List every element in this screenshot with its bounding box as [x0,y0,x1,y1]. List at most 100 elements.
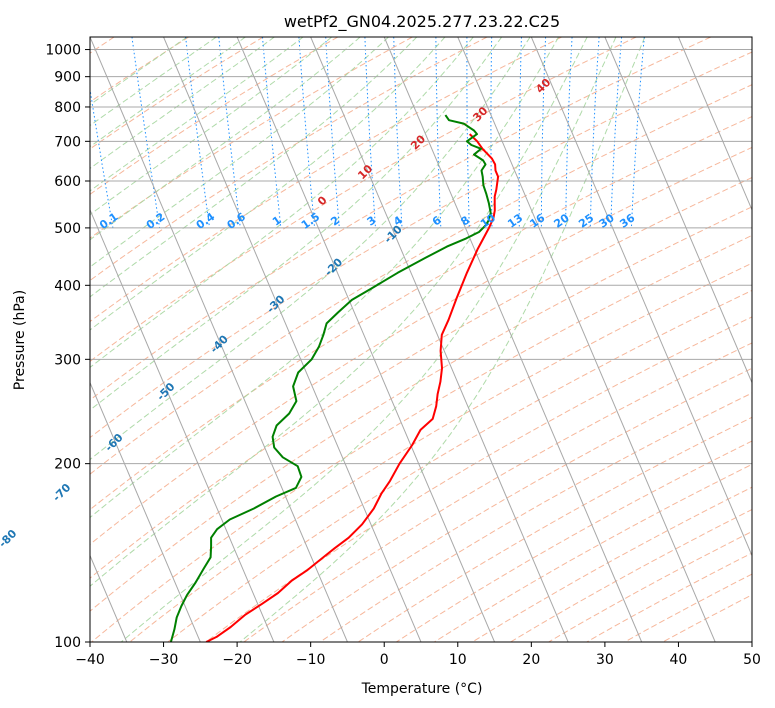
moist-adiabat-line [90,37,531,461]
y-tick-label: 800 [54,100,81,116]
dry-adiabat-line [90,51,752,439]
dry-adiabat-line [90,37,712,401]
moist-adiabat-line [90,37,246,148]
dry-adiabat-line [205,316,752,642]
isotherm-line [457,37,716,642]
mixing-ratio-line [518,37,522,228]
dry-adiabat-line [357,416,752,642]
temperature-line [205,133,500,642]
grid-lines [90,37,752,642]
dry-adiabat-label: -80 [0,527,20,550]
mixing-ratio-line [218,37,241,228]
x-tick-label: 30 [596,652,614,668]
dry-adiabat-line [586,552,752,642]
isotherm-line [604,37,752,384]
dry-adiabat-line [91,234,752,642]
isotherm-line [383,37,643,642]
y-tick-label: 400 [54,278,81,294]
isotherm-line [236,37,496,642]
mixing-ratio-label: 3 [365,214,379,229]
mixing-ratio-line [490,37,493,228]
dry-adiabat-line [90,206,752,612]
dewpoint-line [169,114,492,642]
moist-adiabat-line [239,37,646,642]
isotherm-line [90,37,348,642]
mixing-ratio-line [435,37,442,228]
mixing-ratio-line [565,37,573,228]
x-tick-label: −20 [222,652,252,668]
x-tick-label: −40 [75,652,105,668]
dry-adiabat-line [472,486,752,642]
x-tick-label: 50 [743,652,761,668]
dry-adiabat-line [396,440,752,642]
isotherm-line [310,37,569,642]
y-tick-label: 100 [54,635,81,651]
x-axis: −40 −30 −20 −10 0 10 20 30 40 50 [75,642,761,668]
dry-adiabat-line [434,463,752,642]
moist-adiabat-line [90,37,560,519]
x-axis-label: Temperature (°C) [361,681,483,697]
dry-adiabat-label: -70 [50,481,73,504]
moist-adiabat-line [90,37,446,331]
dry-adiabat-line [90,37,339,195]
dry-adiabat-line [662,594,752,642]
moist-adiabat-line [90,37,333,216]
dry-adiabat-line [319,392,752,642]
moist-adiabat-line [90,37,361,241]
mixing-ratio-line [262,37,282,228]
dry-adiabat-line [510,508,752,642]
moist-adiabat-label: 20 [408,132,428,152]
background-lines [90,37,752,642]
moist-adiabat-line [90,37,588,587]
mixing-ratio-line [610,37,623,228]
moist-adiabat-line [120,37,617,642]
moist-adiabat-line [90,37,474,369]
y-tick-label: 700 [54,134,81,150]
isotherm-line [90,381,201,642]
dry-adiabat-line [167,289,752,642]
moist-adiabat-line [90,37,188,106]
mixing-ratio-line [364,37,376,228]
mixing-ratio-label: 1 [270,214,284,229]
isotherm-line [163,37,422,642]
mixing-ratio-line [298,37,316,228]
mixing-ratio-line [466,37,470,228]
mixing-ratio-line [185,37,210,228]
x-tick-label: −30 [149,652,179,668]
y-tick-label: 500 [54,221,81,237]
y-tick-label: 200 [54,457,81,473]
dry-adiabat-line [90,146,752,545]
y-tick-label: 600 [54,174,81,190]
dry-adiabat-line [90,37,413,239]
dry-adiabat-line [243,342,752,642]
isotherm-line [751,37,752,39]
x-tick-label: 0 [380,652,389,668]
mixing-ratio-label: 0.1 [97,210,120,232]
moist-adiabat-line [90,37,389,268]
mixing-ratio-label: 0.2 [144,210,167,232]
mixing-ratio-line [90,86,114,228]
mixing-ratio-label: 6 [430,213,444,228]
moist-adiabat-line [90,37,304,192]
dry-adiabat-label: -60 [102,431,125,454]
dry-adiabat-line [548,530,752,642]
dry-adiabat-line [129,262,752,642]
dry-adiabat-label: -40 [208,332,231,355]
dry-adiabat-line [281,367,752,642]
mixing-ratio-label: 2 [328,214,342,229]
mixing-ratio-line [589,37,600,228]
mixing-ratio-label: 0.4 [194,210,218,232]
y-tick-label: 900 [54,70,81,86]
y-tick-label: 300 [54,352,81,368]
moist-adiabat-line [90,37,217,127]
y-tick-label: 1000 [45,43,81,59]
chart-title: wetPf2_GN04.2025.277.23.22.C25 [284,12,560,32]
plot-frame [89,36,753,643]
moist-adiabat-label: 0 [315,193,330,208]
reference-line-labels: 0.10.20.40.611.52346810131620253036-100-… [0,76,638,551]
dry-adiabat-line [90,37,189,103]
dry-adiabat-label: -50 [154,380,177,403]
dry-adiabat-line [90,37,488,282]
y-axis-label: Pressure (hPa) [12,290,28,390]
